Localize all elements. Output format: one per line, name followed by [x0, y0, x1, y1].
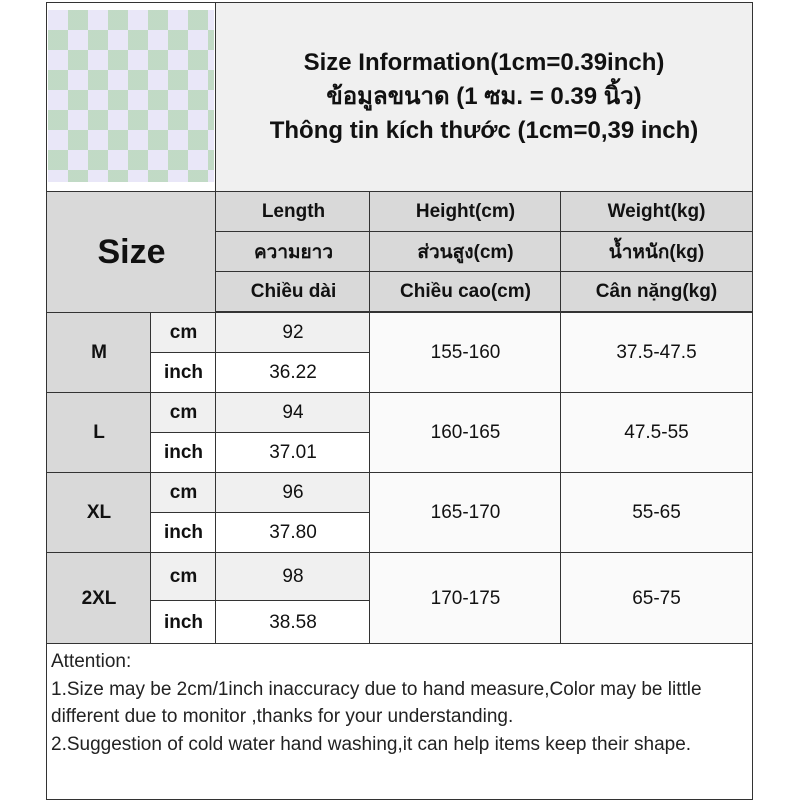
column-header: น้ำหนัก(kg)	[560, 231, 753, 272]
header-line-vi: Thông tin kích thước (1cm=0,39 inch)	[269, 117, 699, 144]
size-information-header: Size Information(1cm=0.39inch) ข้อมูลขนา…	[215, 2, 753, 192]
column-header: Chiều dài	[215, 271, 372, 312]
unit-cm: cm	[150, 312, 217, 353]
column-header: Cân nặng(kg)	[560, 271, 753, 312]
length-cm: 92	[215, 312, 371, 353]
column-header: Height(cm)	[369, 191, 562, 232]
size-header: Size	[46, 191, 217, 313]
weight-range: 37.5-47.5	[560, 312, 753, 393]
length-inch: 36.22	[215, 352, 371, 393]
weight-range: 47.5-55	[560, 392, 753, 473]
weight-range: 55-65	[560, 472, 753, 553]
height-range: 165-170	[369, 472, 562, 553]
height-range: 160-165	[369, 392, 562, 473]
length-inch: 37.01	[215, 432, 371, 473]
attention-title: Attention:	[51, 651, 132, 672]
size-label: XL	[46, 472, 152, 553]
unit-cm: cm	[150, 392, 217, 433]
size-label: L	[46, 392, 152, 473]
length-cm: 94	[215, 392, 371, 433]
unit-inch: inch	[150, 600, 217, 645]
length-inch: 37.80	[215, 512, 371, 553]
unit-inch: inch	[150, 352, 217, 393]
column-header: Length	[215, 191, 372, 232]
length-cm: 98	[215, 552, 371, 601]
length-cm: 96	[215, 472, 371, 513]
product-photo	[48, 10, 214, 182]
column-header: Weight(kg)	[560, 191, 753, 232]
header-line-th: ข้อมูลขนาด (1 ซม. = 0.39 นิ้ว)	[326, 83, 642, 110]
unit-inch: inch	[150, 512, 217, 553]
header-line-en: Size Information(1cm=0.39inch)	[303, 49, 665, 76]
height-range: 170-175	[369, 552, 562, 645]
size-label: 2XL	[46, 552, 152, 645]
size-label: M	[46, 312, 152, 393]
length-inch: 38.58	[215, 600, 371, 645]
height-range: 155-160	[369, 312, 562, 393]
unit-cm: cm	[150, 552, 217, 601]
attention-note-1: 1.Size may be 2cm/1inch inaccuracy due t…	[51, 678, 702, 728]
unit-cm: cm	[150, 472, 217, 513]
attention-notes: Attention: 1.Size may be 2cm/1inch inacc…	[46, 643, 753, 800]
column-header: ความยาว	[215, 231, 372, 272]
column-header: ส่วนสูง(cm)	[369, 231, 562, 272]
column-header: Chiều cao(cm)	[369, 271, 562, 312]
attention-note-2: 2.Suggestion of cold water hand washing,…	[51, 733, 692, 755]
unit-inch: inch	[150, 432, 217, 473]
weight-range: 65-75	[560, 552, 753, 645]
